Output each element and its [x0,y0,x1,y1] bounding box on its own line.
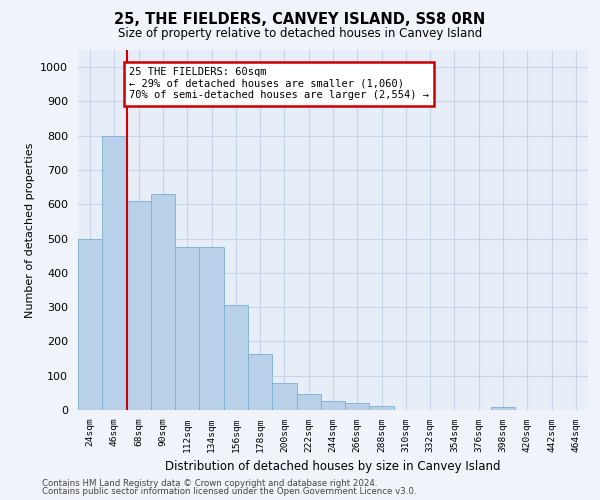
Bar [296,394,321,410]
Text: 25, THE FIELDERS, CANVEY ISLAND, SS8 0RN: 25, THE FIELDERS, CANVEY ISLAND, SS8 0RN [115,12,485,28]
Bar [151,194,175,410]
Bar [248,354,272,410]
X-axis label: Distribution of detached houses by size in Canvey Island: Distribution of detached houses by size … [165,460,501,473]
Bar [224,306,248,410]
Bar [102,136,127,410]
Bar [491,406,515,410]
Bar [127,201,151,410]
Bar [321,402,345,410]
Bar [78,238,102,410]
Bar [199,247,224,410]
Bar [272,382,296,410]
Text: Contains public sector information licensed under the Open Government Licence v3: Contains public sector information licen… [42,487,416,496]
Y-axis label: Number of detached properties: Number of detached properties [25,142,35,318]
Bar [370,406,394,410]
Bar [175,247,199,410]
Text: Size of property relative to detached houses in Canvey Island: Size of property relative to detached ho… [118,28,482,40]
Bar [345,403,370,410]
Text: 25 THE FIELDERS: 60sqm
← 29% of detached houses are smaller (1,060)
70% of semi-: 25 THE FIELDERS: 60sqm ← 29% of detached… [129,67,429,100]
Text: Contains HM Land Registry data © Crown copyright and database right 2024.: Contains HM Land Registry data © Crown c… [42,478,377,488]
